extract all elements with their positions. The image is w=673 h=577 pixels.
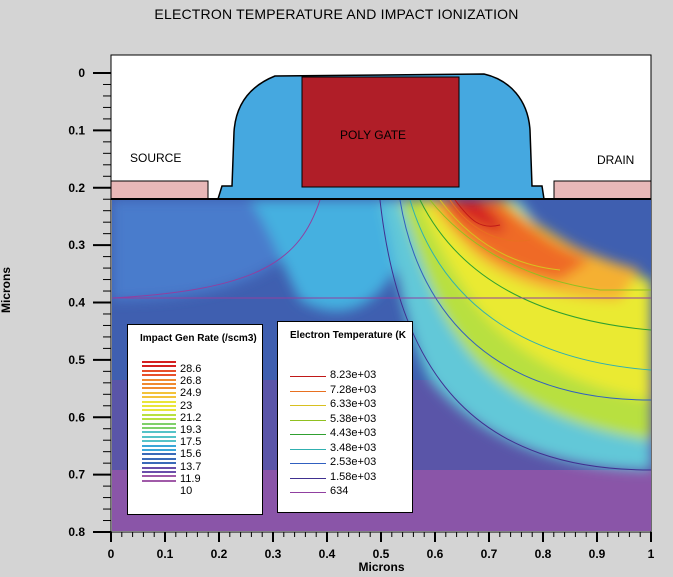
temperature-legend-label: 4.43e+03 xyxy=(330,427,377,439)
impact-legend-label: 23 xyxy=(180,399,193,412)
x-tick-label: 0.6 xyxy=(427,547,444,561)
temperature-legend-line xyxy=(290,419,326,421)
impact-legend-label: 21.2 xyxy=(180,411,202,424)
impact-legend-label: 28.6 xyxy=(180,363,202,375)
x-axis-label: Microns xyxy=(358,560,405,574)
temperature-legend-line xyxy=(290,448,326,450)
impact-color-strip xyxy=(142,383,176,385)
temperature-legend-label: 5.38e+03 xyxy=(330,412,377,425)
temperature-legend-label: 7.28e+03 xyxy=(330,383,377,396)
impact-color-strip xyxy=(142,431,176,434)
temperature-legend-line xyxy=(290,463,326,464)
x-tick-label: 0.8 xyxy=(535,547,552,561)
drain-contact xyxy=(553,180,652,200)
impact-color-strip xyxy=(142,435,176,438)
x-tick-label: 0.5 xyxy=(373,547,390,561)
y-tick-label: 0.2 xyxy=(68,181,85,195)
temperature-legend: Electron Temperature (K 8.23e+03 7.28e+03… xyxy=(277,321,413,513)
axes: 0 0.1 0.2 0.3 0.4 0.5 0.6 0.7 0.8 0 0.1 0.2 0.3 0.4 0.… xyxy=(68,55,655,561)
source-label: SOURCE xyxy=(130,151,181,165)
temperature-legend-label: 2.53e+03 xyxy=(330,456,377,468)
impact-color-strip xyxy=(142,396,176,399)
impact-legend-label: 19.3 xyxy=(180,424,202,436)
x-tick-label: 0.7 xyxy=(481,547,498,561)
impact-color-strip xyxy=(142,400,176,403)
impact-color-strip xyxy=(142,471,176,473)
impact-color-strip xyxy=(142,440,176,443)
temperature-legend-title: Electron Temperature (K xyxy=(290,330,406,341)
x-tick-label: 0.1 xyxy=(157,547,174,561)
y-tick-label: 0.5 xyxy=(68,353,85,367)
impact-color-strip xyxy=(142,369,176,372)
temperature-legend-label: 634 xyxy=(330,485,349,497)
impact-color-strip xyxy=(142,422,176,425)
y-tick-label: 0.7 xyxy=(68,468,85,482)
temperature-legend-line xyxy=(290,434,326,435)
temperature-legend-label: 1.58e+03 xyxy=(330,470,377,483)
gate-label: POLY GATE xyxy=(340,128,406,142)
temperature-legend-line xyxy=(290,492,326,493)
impact-color-strip xyxy=(142,413,176,416)
impact-color-strip xyxy=(142,427,176,429)
temperature-legend-line xyxy=(290,405,326,406)
impact-color-strip xyxy=(142,405,176,407)
impact-color-strip xyxy=(142,466,176,469)
impact-color-strip xyxy=(142,453,176,456)
source-contact xyxy=(110,180,209,200)
impact-legend-label: 10 xyxy=(180,485,193,497)
x-tick-label: 0.3 xyxy=(265,547,282,561)
drain-label: DRAIN xyxy=(597,153,634,167)
impact-color-strip xyxy=(142,387,176,390)
chart-title: ELECTRON TEMPERATURE AND IMPACT IONIZATI… xyxy=(154,6,519,22)
impact-color-strip xyxy=(142,391,176,394)
impact-legend: Impact Gen Rate (/scm3) 28.6 26.8 24.9 23 21… xyxy=(127,324,263,515)
y-tick-label: 0.1 xyxy=(68,123,85,137)
x-tick-label: 1 xyxy=(648,547,655,561)
impact-color-strip xyxy=(142,374,176,377)
impact-legend-label: 24.9 xyxy=(180,387,202,400)
temperature-legend-label: 6.33e+03 xyxy=(330,398,377,410)
y-tick-label: 0 xyxy=(78,66,85,80)
y-tick-label: 0.6 xyxy=(68,410,85,424)
x-tick-label: 0.9 xyxy=(589,547,606,561)
y-tick-label: 0.8 xyxy=(68,525,85,539)
temperature-legend-line xyxy=(290,390,326,392)
impact-legend-label: 11.9 xyxy=(180,472,201,485)
impact-color-strip xyxy=(142,462,176,465)
impact-color-strip xyxy=(142,361,176,363)
impact-color-strip xyxy=(142,418,176,421)
impact-legend-label: 26.8 xyxy=(180,375,202,388)
y-tick-label: 0.4 xyxy=(68,296,85,310)
impact-color-strip xyxy=(142,449,176,451)
x-tick-label: 0 xyxy=(108,547,115,561)
poly-gate xyxy=(301,76,460,188)
temperature-legend-line xyxy=(290,376,326,377)
impact-color-strip xyxy=(142,444,176,447)
y-axis-label: Microns xyxy=(0,267,13,314)
y-tick-label: 0.3 xyxy=(68,238,85,252)
impact-legend-label: 15.6 xyxy=(180,448,202,461)
temperature-legend-label: 8.23e+03 xyxy=(330,369,377,381)
impact-legend-title: Impact Gen Rate (/scm3) xyxy=(140,333,257,344)
impact-legend-label: 13.7 xyxy=(180,460,202,473)
impact-color-strip xyxy=(142,378,176,381)
x-tick-label: 0.2 xyxy=(211,547,228,561)
impact-color-strip xyxy=(142,409,176,412)
x-tick-label: 0.4 xyxy=(319,547,336,561)
impact-color-strip xyxy=(142,479,176,482)
temperature-legend-label: 3.48e+03 xyxy=(330,441,377,454)
impact-color-strip xyxy=(142,457,176,460)
impact-color-strip xyxy=(142,365,176,368)
impact-legend-label: 17.5 xyxy=(180,436,202,449)
impact-color-strip xyxy=(142,475,176,478)
temperature-legend-line xyxy=(290,477,326,479)
